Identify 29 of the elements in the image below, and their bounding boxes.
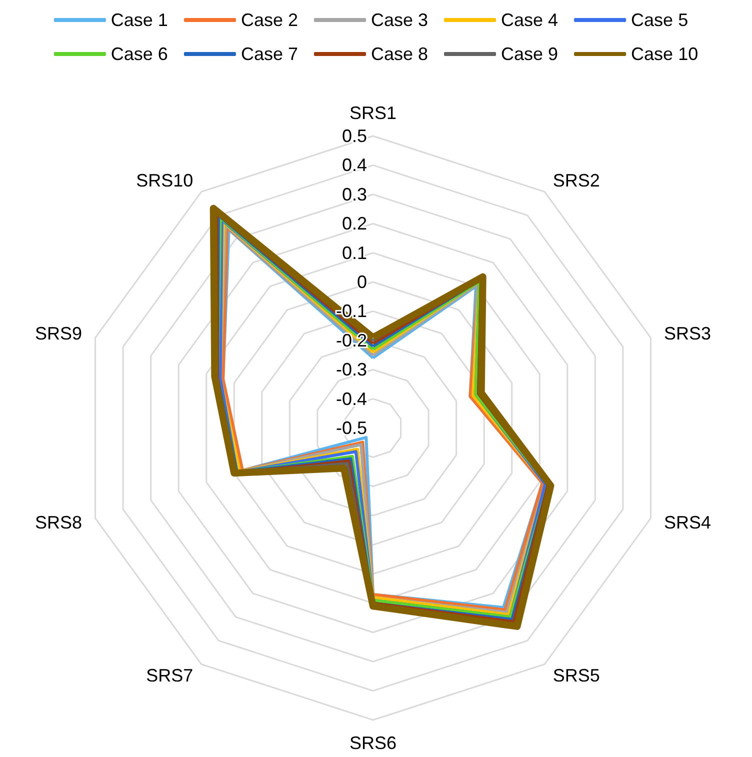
spoke-label: SRS9 <box>34 323 82 344</box>
y-tick-label: 0.3 <box>342 184 367 204</box>
spoke-label: SRS6 <box>349 733 397 753</box>
legend-label: Case 5 <box>631 10 688 30</box>
legend-label: Case 9 <box>501 44 558 64</box>
spoke-label: SRS3 <box>664 323 712 344</box>
legend-label: Case 2 <box>240 10 298 30</box>
legend-label: Case 6 <box>110 44 168 64</box>
y-tick-label: 0.4 <box>342 155 367 176</box>
legend-label: Case 8 <box>370 44 428 64</box>
legend-label: Case 3 <box>370 10 428 30</box>
legend-label: Case 7 <box>240 44 298 64</box>
legend-label: Case 1 <box>110 10 168 30</box>
y-tick-label: 0 <box>356 272 367 292</box>
spoke-label: SRS5 <box>552 666 600 686</box>
spoke-label: SRS8 <box>34 512 82 533</box>
legend-label: Case 4 <box>501 10 558 30</box>
spoke-label: SRS10 <box>136 170 194 190</box>
y-tick-label: -0.4 <box>336 388 367 409</box>
spoke-label: SRS7 <box>146 666 194 686</box>
spoke-label: SRS1 <box>349 103 397 123</box>
legend-label: Case 10 <box>631 44 698 64</box>
y-tick-label: -0.5 <box>336 418 367 438</box>
spoke-label: SRS4 <box>664 512 712 533</box>
y-tick-label: 0.5 <box>342 126 367 146</box>
y-tick-label: 0.2 <box>342 214 367 234</box>
spoke-label: SRS2 <box>552 170 600 190</box>
y-tick-label: 0.1 <box>342 242 367 263</box>
y-tick-label: -0.3 <box>336 360 367 380</box>
